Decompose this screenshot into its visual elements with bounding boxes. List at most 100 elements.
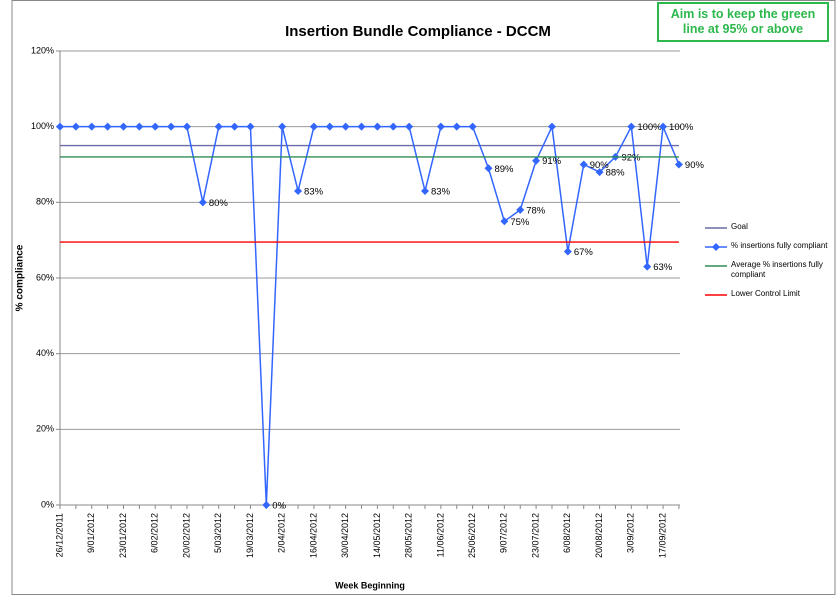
- data-label: 0%: [272, 501, 286, 512]
- x-tick-label: 9/01/2012: [86, 513, 96, 553]
- data-label: 78%: [526, 205, 546, 216]
- x-tick-label: 14/05/2012: [372, 513, 382, 558]
- x-tick-label: 26/12/2011: [54, 513, 64, 557]
- point: [563, 247, 572, 256]
- x-tick-label: 30/04/2012: [340, 513, 350, 558]
- data-label: 88%: [606, 168, 626, 179]
- data-label: 83%: [431, 186, 451, 197]
- legend-label: Lower Control Limit: [731, 289, 800, 298]
- data-label: 90%: [590, 160, 610, 171]
- x-tick-label: 20/08/2012: [594, 513, 604, 558]
- legend-marker: [712, 243, 720, 251]
- legend-item: % insertions fully compliant: [705, 241, 835, 251]
- legend-label: Goal: [731, 222, 748, 231]
- point: [71, 122, 80, 131]
- point: [262, 501, 271, 509]
- y-tick-label: 60%: [36, 272, 54, 282]
- point: [198, 198, 207, 207]
- point: [643, 262, 652, 271]
- point: [135, 122, 144, 131]
- x-tick-label: 2/04/2012: [277, 513, 287, 553]
- point: [421, 186, 430, 195]
- x-tick-label: 23/01/2012: [118, 513, 128, 558]
- data-label: 100%: [669, 122, 694, 133]
- point: [167, 122, 176, 131]
- data-label: 92%: [621, 152, 641, 163]
- legend-label: Average % insertions fully compliant: [731, 260, 823, 279]
- x-tick-label: 11/06/2012: [435, 513, 445, 557]
- point: [468, 122, 477, 131]
- x-tick-label: 20/02/2012: [181, 513, 191, 558]
- point: [659, 122, 668, 131]
- y-axis-label: % compliance: [15, 244, 26, 311]
- x-tick-label: 6/02/2012: [150, 513, 160, 553]
- data-label: 90%: [685, 160, 705, 171]
- point: [579, 160, 588, 169]
- x-axis-label: Week Beginning: [335, 580, 405, 590]
- point: [516, 205, 525, 214]
- point: [627, 122, 636, 131]
- point: [325, 122, 334, 131]
- chart-title: Insertion Bundle Compliance - DCCM: [285, 23, 551, 40]
- y-tick-label: 40%: [36, 348, 54, 358]
- point: [246, 122, 255, 131]
- legend-item: Goal: [705, 222, 835, 232]
- point: [278, 122, 287, 131]
- point: [214, 122, 223, 131]
- x-tick-label: 16/04/2012: [308, 513, 318, 558]
- legend-swatch: [705, 294, 727, 296]
- x-tick-label: 6/08/2012: [562, 513, 572, 553]
- point: [182, 122, 191, 131]
- data-label: 89%: [494, 164, 514, 175]
- x-tick-label: 3/09/2012: [626, 513, 636, 553]
- legend-swatch: [705, 227, 727, 229]
- point: [357, 122, 366, 131]
- point: [103, 122, 112, 131]
- data-label: 63%: [653, 262, 673, 273]
- y-tick-label: 20%: [36, 424, 54, 434]
- point: [500, 217, 509, 226]
- data-label: 80%: [209, 198, 229, 209]
- annotation: Aim is to keep the green line at 95% or …: [657, 2, 829, 42]
- point: [230, 122, 239, 131]
- x-tick-label: 25/06/2012: [467, 513, 477, 558]
- point: [436, 122, 445, 131]
- y-tick-label: 80%: [36, 197, 54, 207]
- legend-item: Average % insertions fully compliant: [705, 260, 835, 280]
- point: [56, 122, 64, 131]
- point: [87, 122, 96, 131]
- point: [674, 160, 683, 169]
- point: [484, 164, 493, 173]
- point: [389, 122, 398, 131]
- legend-item: Lower Control Limit: [705, 289, 835, 299]
- legend-swatch: [705, 243, 727, 251]
- x-tick-label: 17/09/2012: [657, 513, 667, 558]
- legend: Goal % insertions fully compliant Average …: [705, 222, 835, 308]
- series-line: [60, 123, 680, 506]
- y-tick-label: 0%: [41, 499, 54, 509]
- point: [452, 122, 461, 131]
- legend-swatch: [705, 265, 727, 267]
- point: [547, 122, 556, 131]
- data-label: 91%: [542, 156, 562, 167]
- data-label: 67%: [574, 247, 594, 258]
- y-tick-label: 100%: [31, 121, 54, 131]
- point: [151, 122, 160, 131]
- data-label: 100%: [637, 122, 662, 133]
- x-tick-label: 23/07/2012: [530, 513, 540, 558]
- x-tick-label: 9/07/2012: [499, 513, 509, 553]
- point: [373, 122, 382, 131]
- y-tick-label: 120%: [31, 45, 54, 55]
- data-label: 75%: [510, 217, 530, 228]
- point: [294, 186, 303, 195]
- x-tick-label: 19/03/2012: [245, 513, 255, 558]
- point: [532, 156, 541, 165]
- point: [119, 122, 128, 131]
- legend-label: % insertions fully compliant: [731, 241, 828, 250]
- x-tick-label: 5/03/2012: [213, 513, 223, 553]
- point: [309, 122, 318, 131]
- data-label: 83%: [304, 186, 324, 197]
- point: [595, 168, 604, 177]
